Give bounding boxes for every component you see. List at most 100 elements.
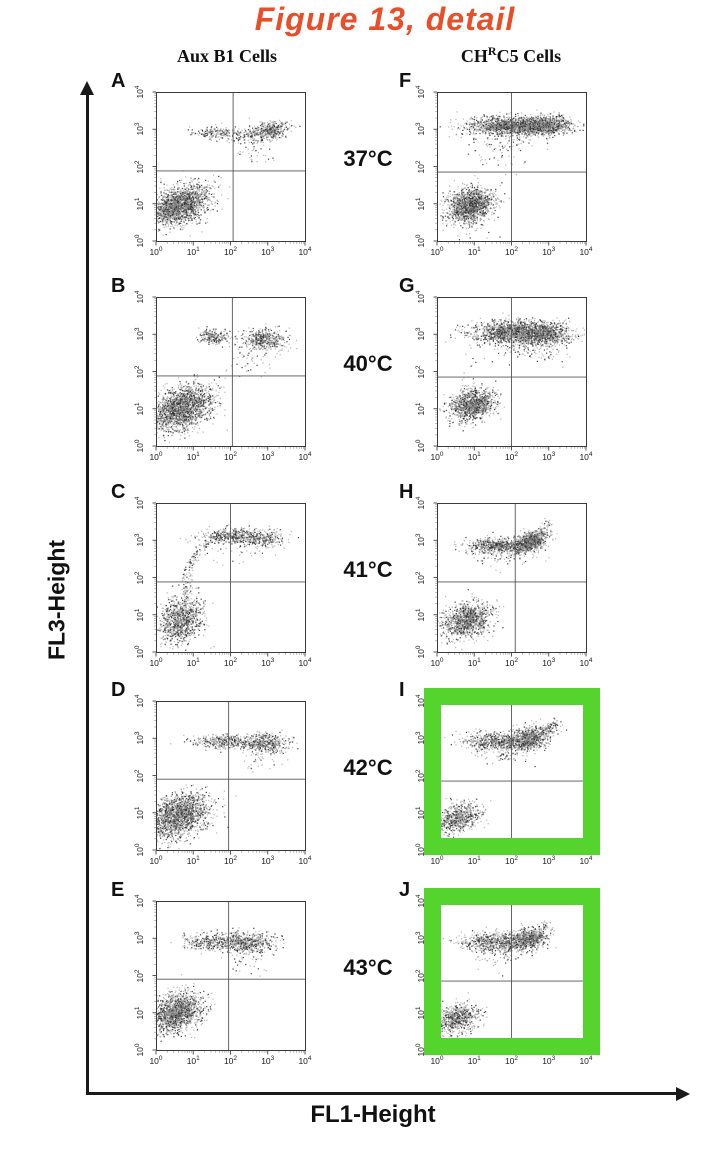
axis-tick-label: 104: [298, 1055, 312, 1066]
axis-tick-label: 103: [261, 451, 275, 462]
axis-tick-label: 101: [134, 608, 145, 622]
panel-F: F 100 101 102 103 104 100 101 102 103 104: [389, 70, 611, 266]
axis-tick-label: 103: [134, 731, 145, 745]
x-axis-line: [86, 1092, 678, 1095]
axis-tick-label: 104: [579, 657, 593, 668]
axis-tick-label: 100: [430, 855, 444, 866]
axis-tick-label: 101: [134, 197, 145, 211]
axis-tick-label: 103: [542, 657, 556, 668]
axis-tick-label: 103: [415, 533, 426, 547]
axis-tick-label: 103: [415, 327, 426, 341]
axis-tick-label: 104: [579, 246, 593, 257]
axis-tick-label: 102: [504, 451, 519, 462]
axis-tick-label: 100: [149, 1055, 163, 1066]
axis-tick-label: 104: [415, 85, 426, 99]
axis-tick-label: 101: [467, 1055, 481, 1066]
axis-tick-label: 102: [415, 570, 426, 585]
axis-tick-label: 100: [430, 451, 444, 462]
panel-J: J 100 101 102 103 104 100 101 102 103 104: [389, 879, 611, 1075]
column-header-chrc5: CHRC5 Cells: [461, 44, 561, 67]
panel-B: B 100 101 102 103 104 100 101 102 103 104: [108, 275, 330, 471]
dot-plot-canvas: [427, 89, 593, 251]
figure-title: Figure 13, detail: [254, 1, 516, 37]
panel-letter: B: [111, 275, 126, 297]
column-header-text: C5 Cells: [496, 46, 562, 66]
temperature-label: 40°C: [343, 351, 393, 376]
axis-tick-label: 103: [134, 533, 145, 547]
axis-tick-label: 104: [134, 894, 145, 908]
axis-tick-label: 100: [149, 657, 163, 668]
axis-tick-label: 104: [579, 1055, 593, 1066]
axis-tick-label: 103: [542, 1055, 556, 1066]
dot-plot-canvas: [146, 698, 312, 860]
column-header-text: CH: [460, 46, 488, 66]
axis-tick-label: 101: [186, 1055, 200, 1066]
axis-tick-label: 100: [134, 645, 145, 659]
axis-tick-label: 102: [134, 968, 145, 983]
column-header-superscript: R: [487, 44, 497, 58]
axis-tick-label: 102: [223, 855, 238, 866]
axis-tick-label: 101: [186, 451, 200, 462]
highlight-border: [424, 688, 600, 855]
panel-letter: G: [399, 275, 415, 297]
axis-tick-label: 102: [415, 159, 426, 174]
axis-tick-label: 103: [261, 855, 275, 866]
axis-tick-label: 100: [149, 855, 163, 866]
axis-tick-label: 100: [415, 439, 426, 453]
dot-plot-canvas: [146, 89, 312, 251]
axis-tick-label: 104: [298, 855, 312, 866]
y-axis-label: FL3-Height: [43, 539, 70, 661]
axis-tick-label: 103: [134, 327, 145, 341]
panel-C: C 100 101 102 103 104 100 101 102 103 104: [108, 481, 330, 677]
dot-plot-canvas: [146, 500, 312, 662]
panel-letter: F: [399, 70, 412, 92]
axis-tick-label: 100: [134, 843, 145, 857]
axis-tick-label: 102: [415, 364, 426, 379]
axis-tick-label: 104: [134, 496, 145, 510]
temperature-label: 37°C: [343, 146, 393, 171]
axis-tick-label: 101: [134, 402, 145, 416]
x-axis-arrowhead-icon: [676, 1086, 690, 1101]
axis-tick-label: 104: [298, 246, 312, 257]
axis-tick-label: 104: [298, 657, 312, 668]
panel-A: A 100 101 102 103 104 100 101 102 103 104: [108, 70, 330, 266]
axis-tick-label: 104: [415, 496, 426, 510]
axis-tick-label: 103: [542, 855, 556, 866]
axis-tick-label: 104: [134, 85, 145, 99]
panel-H: H 100 101 102 103 104 100 101 102 103 104: [389, 481, 611, 677]
panel-letter: I: [399, 679, 405, 701]
axis-tick-label: 102: [223, 1055, 238, 1066]
axis-tick-label: 101: [467, 657, 481, 668]
axis-tick-label: 104: [415, 290, 426, 304]
y-axis-line: [86, 93, 89, 1095]
dot-plot-canvas: [146, 898, 312, 1060]
axis-tick-label: 101: [186, 855, 200, 866]
axis-tick-label: 100: [134, 1043, 145, 1057]
axis-tick-label: 101: [186, 246, 200, 257]
axis-tick-label: 103: [261, 246, 275, 257]
axis-tick-label: 102: [134, 159, 145, 174]
axis-tick-label: 102: [134, 570, 145, 585]
axis-tick-label: 101: [134, 1006, 145, 1020]
axis-tick-label: 100: [149, 451, 163, 462]
axis-tick-label: 104: [134, 290, 145, 304]
temperature-label: 41°C: [343, 557, 393, 582]
axis-tick-label: 101: [134, 806, 145, 820]
axis-tick-label: 103: [542, 246, 556, 257]
axis-tick-label: 104: [579, 855, 593, 866]
axis-tick-label: 102: [223, 657, 238, 668]
axis-tick-label: 102: [504, 246, 519, 257]
panel-letter: C: [111, 481, 126, 503]
panel-letter: H: [399, 481, 414, 503]
axis-tick-label: 103: [134, 122, 145, 136]
panel-E: E 100 101 102 103 104 100 101 102 103 104: [108, 879, 330, 1075]
x-axis-label: FL1-Height: [310, 1101, 436, 1128]
axis-tick-label: 102: [504, 855, 519, 866]
axis-tick-label: 103: [134, 931, 145, 945]
axis-tick-label: 104: [134, 694, 145, 708]
axis-tick-label: 100: [430, 657, 444, 668]
axis-tick-label: 104: [579, 451, 593, 462]
dot-plot-canvas: [427, 898, 593, 1060]
dot-plot-canvas: [427, 294, 593, 456]
dot-plot-canvas: [427, 698, 593, 860]
